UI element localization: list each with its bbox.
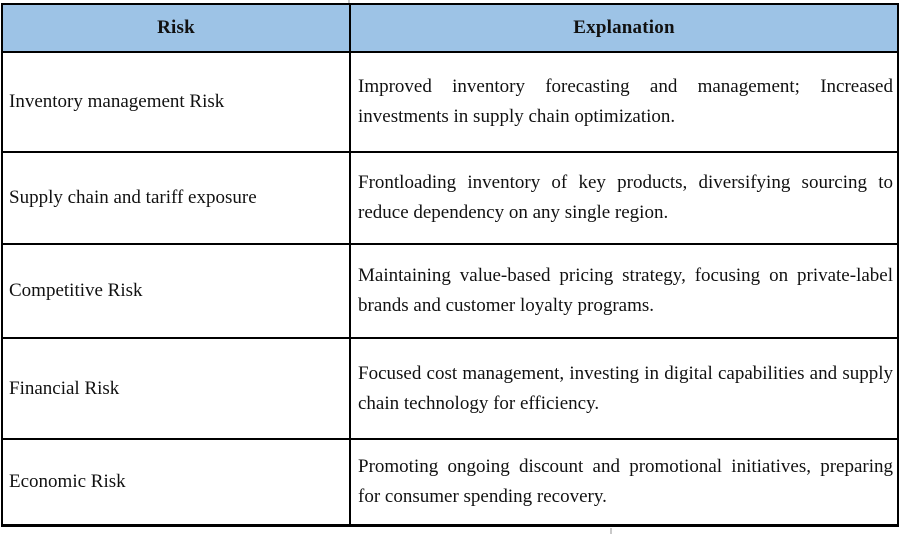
table-row: Inventory management Risk Improved inven… xyxy=(1,51,899,153)
cropped-gridline-bottom xyxy=(610,528,612,534)
table-row: Competitive Risk Maintaining value-based… xyxy=(1,242,899,340)
risk-explanation-table: Risk Explanation Inventory management Ri… xyxy=(1,3,899,527)
explanation-cell: Improved inventory forecasting and manag… xyxy=(349,51,899,153)
explanation-cell: Frontloading inventory of key products, … xyxy=(349,150,899,246)
column-header-risk: Risk xyxy=(1,3,351,53)
risk-cell: Inventory management Risk xyxy=(1,51,351,153)
column-header-explanation: Explanation xyxy=(349,3,899,53)
header-row: Risk Explanation xyxy=(1,3,899,53)
table-row: Financial Risk Focused cost management, … xyxy=(1,337,899,440)
risk-cell: Supply chain and tariff exposure xyxy=(1,150,351,246)
explanation-cell: Focused cost management, investing in di… xyxy=(349,337,899,440)
risk-cell: Economic Risk xyxy=(1,438,351,527)
table-row: Economic Risk Promoting ongoing discount… xyxy=(1,438,899,527)
explanation-cell: Promoting ongoing discount and promotion… xyxy=(349,438,899,527)
table-row: Supply chain and tariff exposure Frontlo… xyxy=(1,150,899,246)
cropped-gridline-top xyxy=(348,0,350,4)
explanation-cell: Maintaining value-based pricing strategy… xyxy=(349,242,899,340)
risk-cell: Competitive Risk xyxy=(1,242,351,340)
risk-cell: Financial Risk xyxy=(1,337,351,440)
